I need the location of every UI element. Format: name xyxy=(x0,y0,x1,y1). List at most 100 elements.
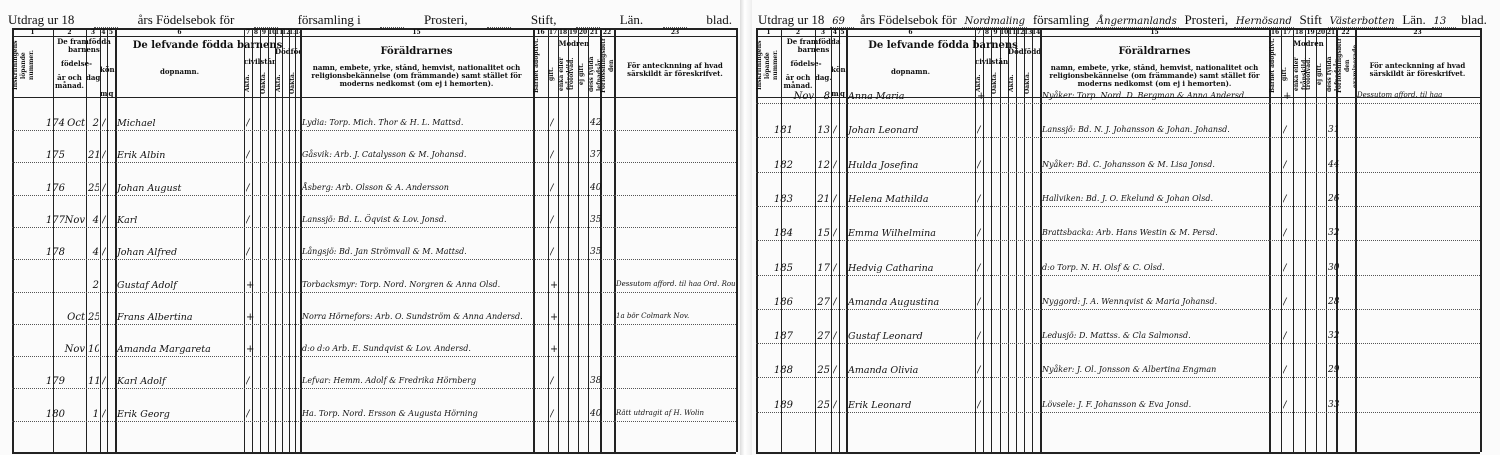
column-number: 23 xyxy=(1413,29,1422,36)
row-sex: / xyxy=(833,399,837,411)
row-dotted-rule xyxy=(614,162,736,164)
row-dotted-rule xyxy=(1269,103,1355,104)
column-rule xyxy=(1355,28,1357,452)
row-parents: Nyåker: Torp. Nord. D. Bergman & Anna An… xyxy=(1042,91,1247,100)
row-dotted-rule xyxy=(1355,137,1480,139)
column-rule xyxy=(1281,28,1282,452)
header-legit-1: Äkta. xyxy=(244,74,251,92)
header-day: dag. xyxy=(86,74,100,82)
row-parents: Nyåker: Bd. C. Johansson & M. Lisa Jonsd… xyxy=(1042,159,1215,169)
header-mother-age: dess fyllda lefnadsår. xyxy=(1326,56,1336,92)
row-age: 35 xyxy=(590,214,602,225)
column-rule xyxy=(100,28,101,452)
row-dotted-rule xyxy=(533,162,614,164)
column-rule xyxy=(831,28,832,452)
header-midwife: Förlossningsbiträdet den examinerade. xyxy=(600,38,614,93)
row-civil: + xyxy=(246,344,255,356)
title-prefix: Utdrag ur 18 xyxy=(8,12,75,27)
row-day: 17 xyxy=(817,262,830,274)
column-rule xyxy=(53,28,54,452)
row-num: 187 xyxy=(773,331,793,343)
row-num: 180 xyxy=(45,408,65,420)
column-number: 3 xyxy=(820,29,826,36)
row-dotted-rule xyxy=(1355,205,1480,207)
table-row: 181 13/Johan Leonard / Lanssjö: Bd. N. J. J… xyxy=(750,123,1495,157)
row-civil: / xyxy=(246,214,250,226)
table-row: 180 1/Erik Georg / Ha. Torp. Nord. Ersson &… xyxy=(0,407,740,439)
row-dotted-rule xyxy=(12,291,533,293)
row-dotted-rule xyxy=(1269,274,1355,276)
column-number: 17 xyxy=(548,29,558,36)
row-name: Johan Alfred xyxy=(117,247,178,259)
row-dotted-rule xyxy=(533,291,614,293)
row-civil: / xyxy=(977,193,981,205)
row-parents: d:o d:o Arb. E. Sundqvist & Lov. Andersd… xyxy=(302,344,471,354)
row-note: 1a bör Colmark Nov. xyxy=(616,311,690,320)
row-num: 189 xyxy=(773,399,793,411)
header-married: gift. xyxy=(548,67,555,81)
title-deanery xyxy=(380,27,405,28)
row-day: 4 xyxy=(92,247,99,259)
column-number: 13 xyxy=(289,29,295,36)
row-dotted-rule xyxy=(614,323,736,325)
header-sex-q: q xyxy=(840,90,845,98)
column-number: 15 xyxy=(1150,29,1159,36)
row-name: Amanda Augustina xyxy=(848,296,940,308)
header-parents: Föräldrarnes xyxy=(380,46,453,57)
column-number: 10 xyxy=(268,29,275,36)
column-rule xyxy=(1008,28,1009,452)
title-suffix1: års Födelsebok för xyxy=(859,12,957,27)
column-rule xyxy=(268,28,269,452)
row-dotted-rule xyxy=(756,171,1269,173)
row-name: Hedvig Catharina xyxy=(848,262,934,274)
row-civil: + xyxy=(246,311,255,323)
column-rule xyxy=(568,28,569,452)
row-sex: / xyxy=(102,118,106,129)
column-rule xyxy=(1326,28,1327,452)
title-parish xyxy=(253,27,278,28)
header-year-month: år och månad. xyxy=(783,74,813,90)
row-dotted-rule xyxy=(12,323,533,325)
column-rule xyxy=(600,28,602,452)
column-number: 1 xyxy=(30,29,35,36)
row-sex: / xyxy=(833,365,837,377)
row-mother-mark: / xyxy=(1283,125,1287,137)
column-number: 13 xyxy=(1024,29,1032,36)
row-age: 32 xyxy=(1328,331,1340,342)
row-parents: Lanssjö: Bd. N. J. Johansson & Johan. Jo… xyxy=(1042,125,1230,135)
row-num: 174 xyxy=(45,118,65,129)
row-mother-mark: / xyxy=(1283,296,1287,308)
header-widow: enka eller frånskild. xyxy=(558,57,568,91)
header-civil-status: civilstånd. xyxy=(975,58,1008,66)
column-rule xyxy=(983,28,984,452)
row-age: 44 xyxy=(1328,159,1340,170)
row-parents: Nyåker: J. Ol. Jonsson & Albertina Engma… xyxy=(1042,365,1217,375)
header-parents-description: namn, embete, yrke, stånd, hemvist, nati… xyxy=(311,64,522,88)
row-mother-mark: / xyxy=(550,214,554,226)
column-number: 16 xyxy=(536,29,545,36)
row-dotted-rule xyxy=(756,308,1269,310)
page-bottom-rule xyxy=(12,452,736,454)
table-row: 2 Gustaf Adolf + Torbacksmyr: Torp. Nord. N… xyxy=(0,278,740,310)
column-number: 16 xyxy=(1270,29,1280,36)
header-mother: Modren xyxy=(1293,40,1324,48)
table-row: 17521/Erik Albin/Gåsvik: Arb. J. Catalys… xyxy=(0,148,740,180)
row-name: Karl xyxy=(117,214,138,226)
column-rule xyxy=(991,28,992,452)
register-page-left: Utdrag ur 18 års Födelsebok för församling… xyxy=(0,0,740,455)
column-number: 21 xyxy=(1326,29,1336,36)
row-dotted-rule xyxy=(614,194,736,196)
row-day: 2 xyxy=(92,118,99,129)
page-title-line: Utdrag ur 18 års Födelsebok för församling… xyxy=(6,6,734,28)
row-day: 21 xyxy=(88,150,99,162)
column-rule xyxy=(289,28,290,452)
row-name: Erik Georg xyxy=(117,408,170,420)
column-number: 17 xyxy=(1282,29,1292,36)
row-day: 25 xyxy=(817,399,830,411)
header-sex-m: m xyxy=(831,90,839,98)
column-number: 3 xyxy=(90,29,96,36)
row-civil: / xyxy=(977,296,981,308)
row-name: Hulda Josefina xyxy=(848,159,919,171)
column-rule xyxy=(282,28,283,452)
row-dotted-rule xyxy=(533,356,614,358)
